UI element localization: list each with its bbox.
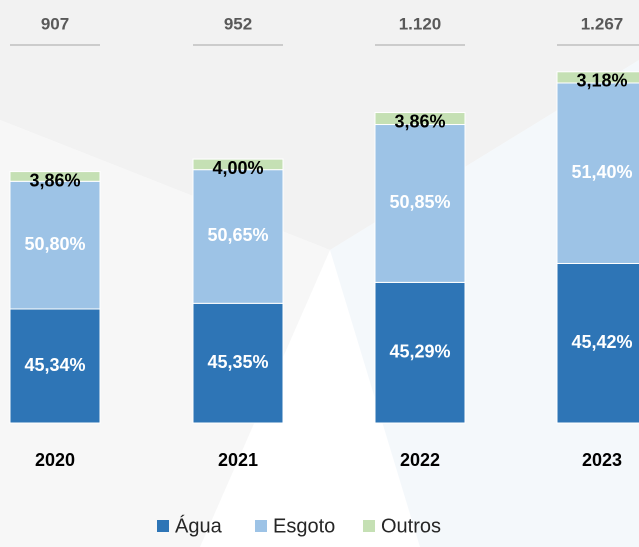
bar-segment: [9, 171, 101, 182]
value-label: 51,40%: [571, 162, 632, 182]
value-label: 45,29%: [389, 341, 450, 361]
bar-segment: [556, 82, 639, 264]
total-label: 907: [41, 14, 69, 33]
x-tick-label: 2022: [400, 450, 440, 470]
total-label: 952: [224, 14, 252, 33]
legend-swatch: [363, 520, 375, 532]
value-label: 45,34%: [24, 355, 85, 375]
legend-label: Esgoto: [273, 515, 335, 537]
bg-shape: [0, 0, 639, 250]
x-tick-label: 2020: [35, 450, 75, 470]
bar-segment: [9, 308, 101, 424]
value-label: 45,35%: [207, 352, 268, 372]
bar-segment: [374, 112, 466, 126]
value-label: 50,80%: [24, 234, 85, 254]
total-label: 1.267: [581, 14, 624, 33]
legend-swatch: [255, 520, 267, 532]
x-tick-label: 2023: [582, 450, 622, 470]
value-label: 3,86%: [29, 170, 80, 190]
value-label: 50,65%: [207, 225, 268, 245]
bar-segment: [192, 158, 284, 171]
x-tick-label: 2021: [218, 450, 258, 470]
legend-label: Água: [175, 514, 223, 537]
bar-segment: [374, 281, 466, 424]
bar-segment: [374, 124, 466, 283]
total-label: 1.120: [399, 14, 442, 33]
legend-swatch: [157, 520, 169, 532]
value-label: 50,85%: [389, 192, 450, 212]
value-label: 4,00%: [212, 158, 263, 178]
value-label: 3,18%: [576, 71, 627, 91]
bar-segment: [556, 71, 639, 84]
legend-label: Outros: [381, 515, 441, 537]
value-label: 3,86%: [394, 111, 445, 131]
bar-segment: [9, 180, 101, 310]
bar-segment: [556, 262, 639, 424]
value-label: 45,42%: [571, 332, 632, 352]
